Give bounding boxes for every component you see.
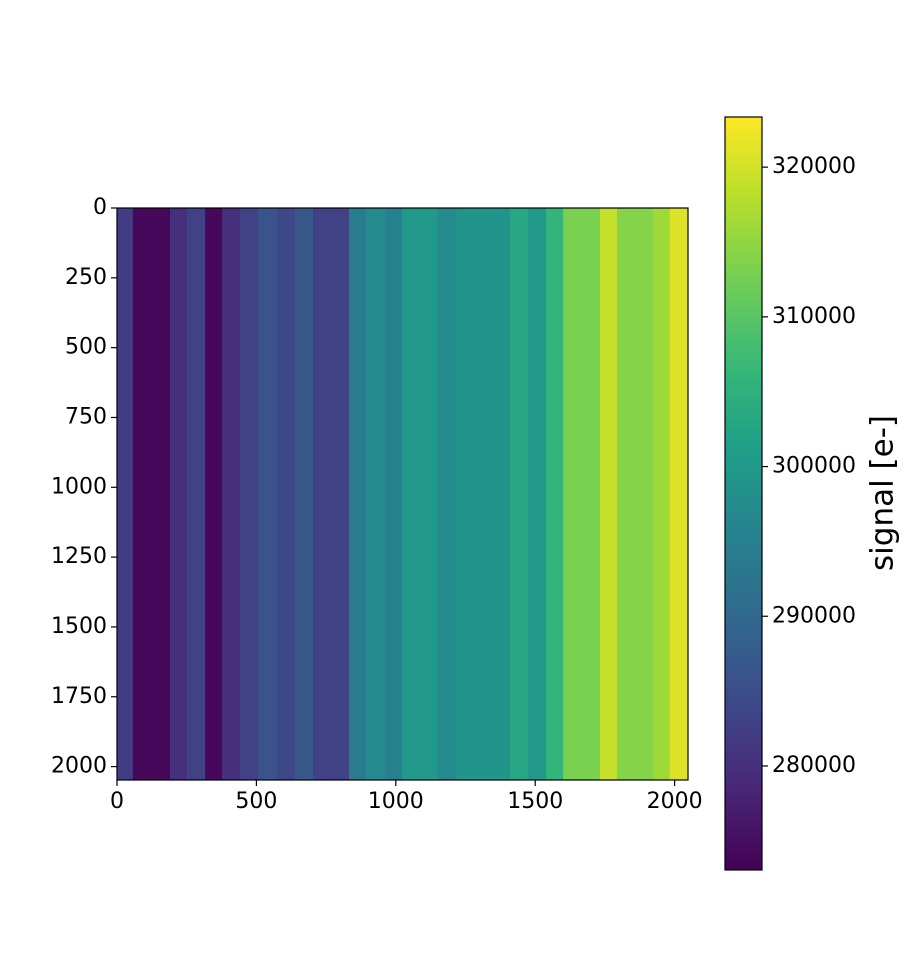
x-tick-label: 0	[110, 789, 124, 814]
heat-band	[563, 208, 601, 780]
heat-band	[652, 208, 671, 780]
heat-band	[169, 208, 188, 780]
heat-band	[294, 208, 314, 780]
y-tick-label: 1250	[51, 544, 107, 569]
heat-band	[599, 208, 618, 780]
y-tick-label: 750	[65, 404, 107, 429]
heat-band	[348, 208, 367, 780]
colorbar-tick-label: 280000	[772, 753, 856, 778]
colorbar-tick-label: 290000	[772, 603, 856, 628]
heat-band	[509, 208, 529, 780]
y-tick-label: 500	[65, 335, 107, 360]
heat-band	[186, 208, 206, 780]
heat-band	[669, 208, 689, 780]
heat-band	[117, 208, 134, 780]
heat-band	[527, 208, 547, 780]
heat-band	[205, 208, 223, 780]
heat-band	[365, 208, 386, 780]
colorbar	[724, 116, 763, 871]
heat-band	[546, 208, 564, 780]
y-tick-label: 250	[65, 265, 107, 290]
heat-band	[222, 208, 241, 780]
heat-band	[132, 208, 171, 780]
heat-band	[456, 208, 511, 780]
x-tick-label: 500	[235, 789, 277, 814]
y-tick-label: 0	[93, 195, 107, 220]
y-tick-label: 1500	[51, 614, 107, 639]
heat-band	[258, 208, 278, 780]
y-tick-label: 2000	[51, 754, 107, 779]
heat-band	[616, 208, 654, 780]
heat-band	[313, 208, 350, 780]
y-tick-label: 1750	[51, 684, 107, 709]
x-tick-label: 2000	[647, 789, 703, 814]
colorbar-label: signal [e-]	[865, 415, 901, 571]
heat-band	[437, 208, 457, 780]
colorbar-tick-label: 310000	[772, 304, 856, 329]
plot-frame	[116, 207, 689, 781]
x-tick-label: 1500	[507, 789, 563, 814]
x-tick-label: 1000	[368, 789, 424, 814]
heat-band	[239, 208, 259, 780]
heat-band	[384, 208, 403, 780]
colorbar-tick-label: 320000	[772, 154, 856, 179]
colorbar-tick-label: 300000	[772, 454, 856, 479]
heat-band	[277, 208, 296, 780]
heat-band	[401, 208, 439, 780]
y-tick-label: 1000	[51, 474, 107, 499]
